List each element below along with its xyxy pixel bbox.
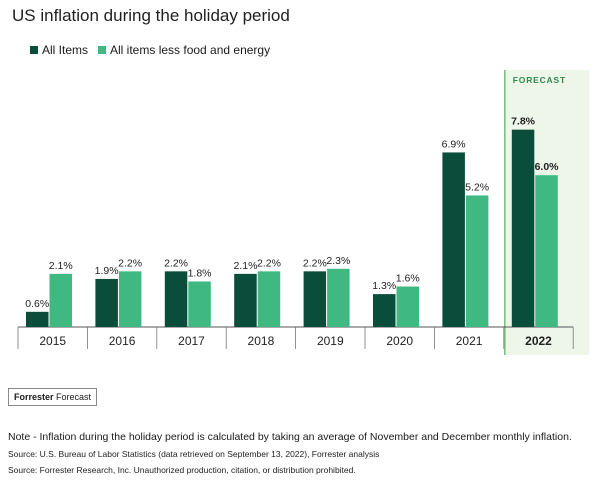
forecast-label: FORECAST [513, 75, 566, 85]
legend-label-all-items: All Items [42, 43, 89, 57]
bar [49, 273, 72, 327]
data-label: 1.6% [396, 273, 420, 285]
data-label: 2.2% [257, 257, 281, 269]
bar [118, 271, 142, 327]
bar [396, 286, 419, 327]
legend-item-core: All items less food and energy [98, 43, 270, 57]
chart-title: US inflation during the holiday period [12, 6, 290, 25]
logo-brand: Forrester [14, 392, 54, 402]
bar [164, 271, 188, 327]
bar [188, 281, 211, 327]
legend-swatch-core [98, 46, 107, 54]
legend-item-all-items: All Items [30, 43, 88, 57]
data-label: 6.0% [535, 161, 560, 173]
bar [95, 278, 118, 327]
x-tick-label: 2017 [178, 334, 205, 348]
data-label: 2.2% [164, 257, 188, 269]
x-tick-label: 2016 [109, 334, 136, 348]
bar [373, 294, 396, 327]
data-label: 7.8% [511, 116, 536, 128]
data-label: 1.8% [188, 267, 212, 279]
source-line-1: Source: U.S. Bureau of Labor Statistics … [8, 449, 380, 459]
data-label: 2.1% [233, 260, 257, 272]
bar [303, 271, 327, 327]
bar [257, 271, 281, 327]
x-tick-label: 2019 [317, 334, 344, 348]
bar [26, 311, 49, 327]
bar [511, 129, 535, 327]
bar [442, 152, 465, 327]
x-tick-label: 2018 [248, 334, 275, 348]
x-tick-label: 2020 [386, 334, 413, 348]
bar [465, 195, 489, 327]
bar [535, 175, 558, 327]
data-label: 2.3% [326, 255, 350, 267]
footnote: Note - Inflation during the holiday peri… [8, 431, 572, 443]
data-label: 1.3% [372, 280, 396, 292]
data-label: 5.2% [465, 181, 489, 193]
data-label: 2.1% [49, 260, 73, 272]
legend-swatch-all-items [30, 46, 38, 54]
legend-label-core: All items less food and energy [110, 43, 271, 57]
bar [327, 268, 350, 327]
forrester-forecast-logo: Forrester Forecast [8, 388, 98, 406]
x-tick-label: 2022 [525, 334, 552, 348]
bar [234, 273, 257, 327]
chart-legend: All Items All items less food and energy [30, 43, 280, 57]
x-tick-label: 2015 [39, 334, 66, 348]
source-line-2: Source: Forrester Research, Inc. Unautho… [8, 465, 356, 475]
data-label: 2.2% [118, 257, 142, 269]
logo-word: Forecast [56, 392, 92, 402]
data-label: 6.9% [442, 138, 466, 150]
bar-chart: FORECAST0.6%2.1%20151.9%2.2%20162.2%1.8%… [17, 70, 590, 355]
x-tick-label: 2021 [456, 334, 483, 348]
data-label: 2.2% [303, 257, 327, 269]
data-label: 1.9% [95, 265, 119, 277]
data-label: 0.6% [25, 298, 49, 310]
